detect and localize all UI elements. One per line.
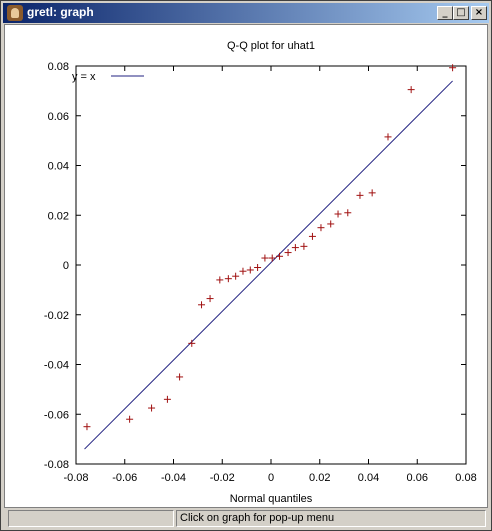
x-tick-label: 0 [268, 472, 274, 484]
y-tick-label: 0.08 [48, 61, 69, 73]
maximize-button[interactable]: □ [453, 6, 469, 20]
data-point [284, 249, 292, 257]
data-point [276, 252, 284, 260]
data-points [83, 64, 457, 431]
minimize-button[interactable]: _ [437, 6, 453, 20]
y-tick-label: -0.08 [44, 459, 69, 471]
gretl-app-icon[interactable] [7, 5, 23, 21]
data-point [246, 266, 254, 274]
x-tick-label: 0.06 [407, 472, 428, 484]
y-tick-label: 0.02 [48, 210, 69, 222]
data-point [368, 189, 376, 197]
data-point [239, 267, 247, 275]
data-point [317, 224, 325, 232]
chart-title: Q-Q plot for uhat1 [227, 40, 315, 52]
data-point [198, 301, 206, 309]
y-tick-label: 0.04 [48, 161, 69, 173]
x-tick-label: -0.06 [112, 472, 137, 484]
data-point [188, 339, 196, 347]
x-tick-label: -0.02 [210, 472, 235, 484]
data-point [163, 395, 171, 403]
data-point [300, 242, 308, 250]
data-point [254, 263, 262, 271]
data-point [344, 209, 352, 217]
data-point [407, 86, 415, 94]
graph-canvas[interactable]: Q-Q plot for uhat1 -0.08 -0.06 -0.04 -0.02 0… [4, 24, 488, 508]
status-bar: Click on graph for pop-up menu [4, 509, 488, 529]
x-tick-label: 0.04 [358, 472, 379, 484]
data-point [449, 64, 457, 72]
y-tick-label: -0.04 [44, 360, 69, 372]
data-point [176, 373, 184, 381]
y-tick-label: 0 [63, 260, 69, 272]
data-point [384, 133, 392, 141]
x-axis-label: Normal quantiles [230, 493, 313, 505]
data-point [148, 404, 156, 412]
data-point [268, 254, 276, 262]
legend-label: y = x [72, 71, 96, 83]
reference-line-y-equals-x [84, 80, 453, 450]
axis-ticks: -0.08 -0.06 -0.04 -0.02 0 0.02 0.04 0.06 0.08 -0.… [44, 61, 477, 484]
x-tick-label: -0.04 [161, 472, 186, 484]
title-bar[interactable]: gretl: graph _ □ × [3, 3, 489, 23]
y-tick-label: -0.02 [44, 310, 69, 322]
x-tick-label: 0.02 [309, 472, 330, 484]
y-tick-label: -0.06 [44, 409, 69, 421]
data-point [232, 272, 240, 280]
x-tick-label: -0.08 [63, 472, 88, 484]
data-point [216, 276, 224, 284]
data-point [291, 244, 299, 252]
y-tick-label: 0.06 [48, 111, 69, 123]
window-title: gretl: graph [27, 5, 94, 19]
data-point [334, 210, 342, 218]
data-point [327, 220, 335, 228]
qq-plot[interactable]: Q-Q plot for uhat1 -0.08 -0.06 -0.04 -0.02 0… [5, 25, 487, 507]
data-point [261, 254, 269, 262]
data-point [206, 295, 214, 303]
data-point [83, 423, 91, 431]
data-point [126, 415, 134, 423]
status-message: Click on graph for pop-up menu [176, 510, 486, 527]
data-point [224, 275, 232, 283]
status-left-panel [8, 510, 174, 527]
x-tick-label: 0.08 [455, 472, 476, 484]
data-point [356, 191, 364, 199]
close-button[interactable]: × [471, 6, 487, 20]
data-point [308, 232, 316, 240]
